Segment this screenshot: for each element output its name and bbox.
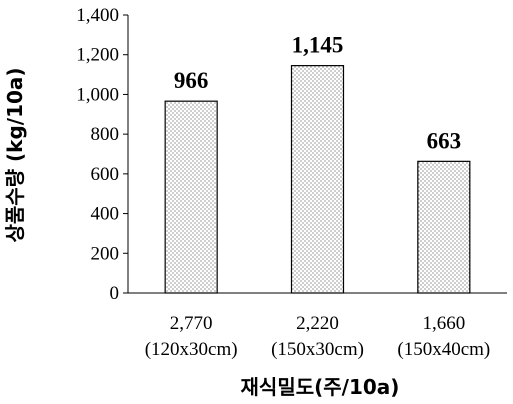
y-axis-title: 상품수량 (kg/10a) <box>3 67 27 242</box>
y-tick-label: 200 <box>91 243 120 264</box>
bar <box>164 100 218 294</box>
y-tick-label: 1,400 <box>76 5 119 26</box>
data-label: 663 <box>427 128 462 153</box>
x-category-sublabel: (120x30cm) <box>145 339 238 360</box>
x-category-sublabel: (150x30cm) <box>271 339 364 360</box>
x-category-label: 2,770 <box>170 313 213 334</box>
y-tick-label: 400 <box>91 204 120 225</box>
data-label: 1,145 <box>292 33 344 58</box>
y-tick-label: 0 <box>110 283 120 304</box>
y-tick-label: 800 <box>91 124 120 145</box>
data-label: 966 <box>174 68 209 93</box>
y-tick-label: 1,200 <box>76 45 119 66</box>
x-category-sublabel: (150x40cm) <box>397 339 490 360</box>
data-labels: 966 1,145 663 <box>174 33 461 154</box>
x-category-label: 2,220 <box>296 313 339 334</box>
bar <box>417 160 471 294</box>
x-axis-category-labels: 2,770 (120x30cm) 2,220 (150x30cm) 1,660 (150x… <box>145 313 491 360</box>
y-axis-ticks: 0 200 400 600 800 1,000 1,200 1,400 <box>76 5 128 304</box>
bars <box>164 65 471 294</box>
y-tick-label: 1,000 <box>76 84 119 105</box>
y-tick-label: 600 <box>91 164 120 185</box>
x-category-label: 1,660 <box>422 313 465 334</box>
x-axis-title: 재식밀도(주/10a) <box>241 375 400 399</box>
bar <box>290 65 345 294</box>
